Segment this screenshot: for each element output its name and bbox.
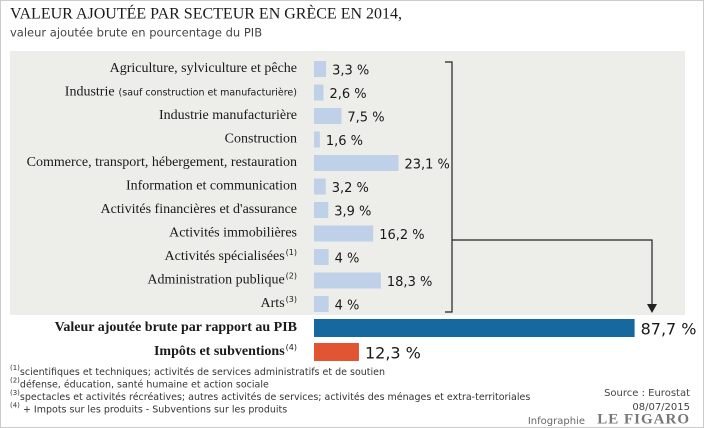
footnote-mark: (1) [10,364,20,372]
category-note: (1) [286,248,297,257]
value-label: 1,6 % [326,134,363,149]
bracket [445,61,653,313]
category-label: Industrie (sauf construction et manufactu… [65,85,297,100]
date: 08/07/2015 [632,402,690,413]
category-text: Valeur ajoutée brute par rapport au PIB [55,320,297,335]
footnote: (3)spectacles et activités récréatives; … [10,389,530,403]
category-text: Arts [261,296,285,311]
category-text: Activités financières et d'assurance [101,202,298,217]
category-text: Activités spécialisées [165,249,285,264]
bar [314,131,320,148]
value-label: 7,5 % [347,111,384,126]
footnote: (4) + Impots sur les produits - Subventi… [10,402,287,416]
bar [314,61,327,77]
value-label: 18,3 % [387,275,432,290]
footnote-mark: (2) [10,377,20,385]
bar [314,249,329,265]
category-label: Activités spécialisées(1) [165,248,297,264]
bar [314,155,399,171]
footnote: (2)défense, éducation, santé humaine et … [10,377,269,391]
bar [314,296,329,312]
category-note: (3) [286,295,297,304]
bar [314,225,374,242]
category-note: (2) [286,272,297,281]
category-text: Activités immobilières [169,226,297,241]
footnote-text: scientifiques et techniques; activités d… [20,367,385,378]
bar [314,202,329,218]
category-label: Industrie manufacturière [159,108,297,123]
source: Source : Eurostat [604,388,690,399]
value-label: 16,2 % [379,228,424,243]
footnote-text: + Impots sur les produits - Subventions … [20,404,287,415]
value-label: 23,1 % [404,158,449,173]
bar [314,84,324,101]
arrow-head [647,304,657,313]
value-label: 4 % [335,299,360,314]
bar [314,272,381,289]
total-bar [314,319,635,337]
bar [314,178,326,195]
credit: Infographie [528,416,585,427]
total-bar [314,343,359,361]
category-label: Information et communication [126,179,297,194]
category-text: Information et communication [126,179,297,194]
category-text: Agriculture, sylviculture et pêche [110,61,297,76]
value-label: 4 % [335,252,360,267]
value-label: 3,3 % [332,64,369,79]
footnote-text: spectacles et activités récréatives; aut… [20,392,530,403]
footnote: (1)scientifiques et techniques; activité… [10,364,385,378]
category-label: Valeur ajoutée brute par rapport au PIB [55,320,297,335]
category-label: Arts(3) [261,295,297,311]
category-note: (sauf construction et manufacturière) [119,87,297,98]
value-label: 3,9 % [334,205,371,220]
sector-panel [10,51,685,315]
category-text: Industrie manufacturière [159,108,297,123]
value-label: 3,2 % [332,181,369,196]
category-text: Impôts et subventions [154,344,285,359]
category-note: (4) [286,343,297,352]
footnote-mark: (4) [10,402,20,410]
footnote-text: défense, éducation, santé humaine et act… [20,379,269,390]
chart-subtitle: valeur ajoutée brute en pourcentage du P… [10,26,262,40]
category-label: Commerce, transport, hébergement, restau… [27,155,297,170]
total-value-label: 87,7 % [641,320,697,339]
category-text: Industrie [65,85,115,100]
bar [314,108,342,124]
category-text: Commerce, transport, hébergement, restau… [27,155,297,170]
value-label: 2,6 % [330,87,367,102]
category-label: Activités financières et d'assurance [101,202,298,217]
category-label: Activités immobilières [169,226,297,241]
footnote-mark: (3) [10,389,20,397]
category-text: Administration publique [147,273,284,288]
category-label: Construction [225,132,297,147]
category-text: Construction [225,132,297,147]
total-value-label: 12,3 % [365,344,421,363]
category-label: Administration publique(2) [147,272,297,288]
chart-title: VALEUR AJOUTÉE PAR SECTEUR EN GRÈCE EN 2… [10,4,402,23]
category-label: Agriculture, sylviculture et pêche [110,61,297,76]
category-label: Impôts et subventions(4) [154,343,297,359]
brand: LE FIGARO [597,411,690,427]
